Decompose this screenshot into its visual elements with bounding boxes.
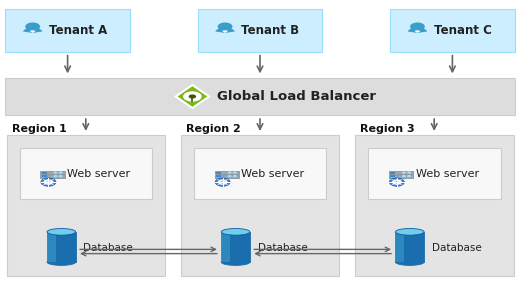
Bar: [198, 9, 322, 52]
Circle shape: [389, 178, 405, 186]
Circle shape: [54, 175, 58, 177]
Circle shape: [59, 171, 63, 174]
Text: Tenant A: Tenant A: [49, 24, 107, 37]
Circle shape: [410, 22, 425, 31]
Text: Region 3: Region 3: [360, 124, 415, 134]
Bar: [41, 175, 65, 178]
Circle shape: [402, 175, 406, 177]
Bar: [396, 232, 404, 262]
Bar: [5, 78, 515, 115]
Text: Web server: Web server: [415, 169, 479, 179]
Text: Web server: Web server: [67, 169, 131, 179]
Text: Database: Database: [83, 243, 133, 253]
Wedge shape: [414, 30, 421, 33]
Text: Global Load Balancer: Global Load Balancer: [217, 90, 376, 103]
Circle shape: [228, 175, 232, 177]
Bar: [42, 172, 47, 173]
Bar: [5, 9, 130, 52]
Bar: [47, 232, 76, 262]
Bar: [193, 149, 327, 199]
Circle shape: [183, 91, 202, 102]
Wedge shape: [23, 27, 43, 33]
Ellipse shape: [395, 259, 424, 266]
Circle shape: [395, 181, 399, 183]
Text: Region 2: Region 2: [186, 124, 241, 134]
Bar: [368, 149, 500, 199]
Circle shape: [59, 175, 63, 177]
Wedge shape: [222, 30, 228, 33]
Polygon shape: [176, 85, 209, 108]
Wedge shape: [30, 30, 36, 33]
Ellipse shape: [222, 228, 250, 235]
Ellipse shape: [47, 259, 76, 266]
Bar: [20, 149, 152, 199]
Bar: [47, 232, 56, 262]
Text: Tenant B: Tenant B: [241, 24, 300, 37]
Bar: [216, 175, 221, 177]
Circle shape: [392, 179, 402, 185]
Bar: [390, 9, 515, 52]
Bar: [181, 135, 340, 276]
Bar: [396, 232, 424, 262]
Bar: [389, 175, 413, 178]
Bar: [7, 135, 165, 276]
Circle shape: [41, 178, 56, 186]
Circle shape: [407, 171, 411, 174]
Bar: [355, 135, 514, 276]
Text: Web server: Web server: [241, 169, 305, 179]
Ellipse shape: [222, 259, 250, 266]
Text: Tenant C: Tenant C: [434, 24, 492, 37]
Ellipse shape: [395, 228, 424, 235]
Circle shape: [218, 179, 228, 185]
Bar: [42, 175, 47, 177]
Bar: [390, 175, 395, 177]
Circle shape: [25, 22, 40, 31]
Text: Region 1: Region 1: [12, 124, 67, 134]
Bar: [41, 171, 65, 174]
Circle shape: [54, 171, 58, 174]
Bar: [222, 232, 250, 262]
Text: Database: Database: [432, 243, 482, 253]
Bar: [389, 171, 413, 174]
Circle shape: [233, 175, 237, 177]
Text: Database: Database: [258, 243, 307, 253]
Ellipse shape: [47, 228, 76, 235]
Circle shape: [44, 179, 54, 185]
Circle shape: [407, 175, 411, 177]
Circle shape: [402, 171, 406, 174]
Wedge shape: [215, 27, 235, 33]
Circle shape: [46, 181, 51, 183]
Circle shape: [218, 22, 232, 31]
Bar: [222, 232, 230, 262]
Wedge shape: [408, 27, 427, 33]
Bar: [215, 175, 239, 178]
Bar: [390, 172, 395, 173]
Circle shape: [220, 181, 225, 183]
Circle shape: [233, 171, 237, 174]
Bar: [216, 172, 221, 173]
Circle shape: [215, 178, 230, 186]
Bar: [215, 171, 239, 174]
Circle shape: [228, 171, 232, 174]
Circle shape: [189, 94, 196, 98]
